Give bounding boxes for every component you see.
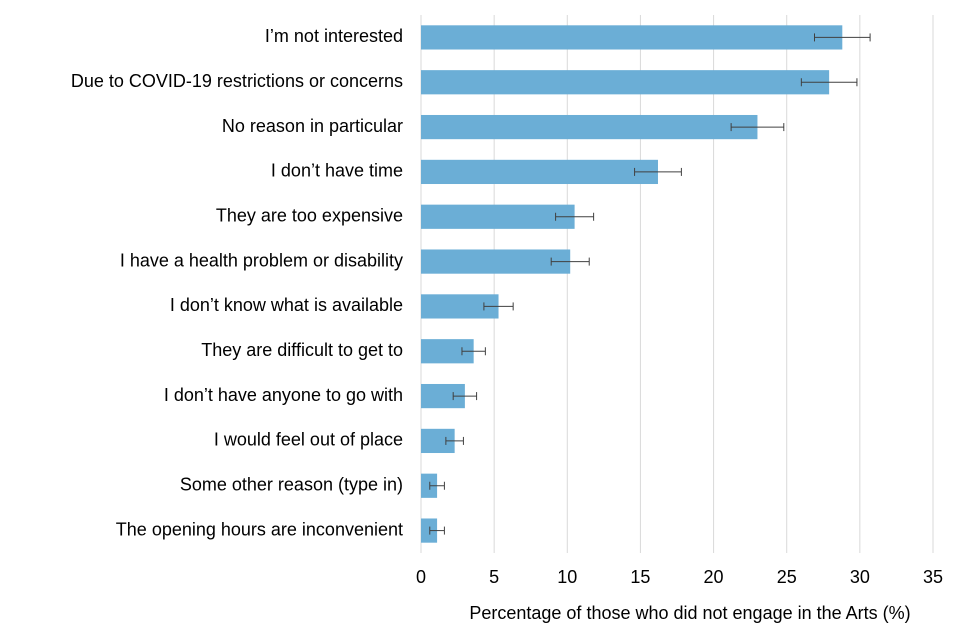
y-tick-label: I don’t have anyone to go with: [164, 385, 403, 405]
error-bar: [445, 436, 464, 445]
y-tick-label: I’m not interested: [265, 26, 403, 46]
y-tick-label: I don’t know what is available: [170, 295, 403, 315]
y-tick-label: I don’t have time: [271, 161, 403, 181]
y-tick-label: They are difficult to get to: [201, 340, 403, 360]
error-bar: [814, 33, 871, 42]
bar: [421, 70, 830, 95]
error-bar: [483, 302, 514, 311]
bar: [421, 518, 438, 543]
error-bar: [800, 78, 858, 87]
error-bar: [730, 123, 785, 132]
x-tick-label: 15: [630, 567, 650, 587]
x-tick-label: 35: [923, 567, 943, 587]
x-tick-label: 30: [850, 567, 870, 587]
bar: [421, 25, 843, 50]
y-tick-label: Some other reason (type in): [180, 475, 403, 495]
x-tick-label: 10: [557, 567, 577, 587]
error-bar: [555, 212, 595, 221]
y-tick-label: The opening hours are inconvenient: [116, 519, 403, 539]
bar: [421, 159, 658, 185]
error-bar: [550, 257, 590, 266]
y-tick-label: Due to COVID-19 restrictions or concerns: [71, 71, 403, 91]
x-tick-label: 5: [489, 567, 499, 587]
bar: [421, 204, 575, 229]
bar: [421, 473, 438, 498]
y-tick-label: They are too expensive: [216, 206, 403, 226]
bar: [421, 249, 571, 274]
y-tick-label: I would feel out of place: [214, 430, 403, 450]
x-tick-label: 0: [416, 567, 426, 587]
x-axis-title: Percentage of those who did not engage i…: [469, 603, 910, 623]
x-tick-label: 25: [777, 567, 797, 587]
error-bar: [429, 481, 445, 490]
bar: [421, 114, 758, 140]
error-bar: [429, 526, 445, 535]
x-tick-label: 20: [704, 567, 724, 587]
y-tick-label: No reason in particular: [222, 116, 403, 136]
error-bar: [461, 347, 486, 356]
y-tick-label: I have a health problem or disability: [120, 250, 403, 270]
error-bar: [452, 392, 478, 401]
error-bar: [634, 167, 682, 176]
